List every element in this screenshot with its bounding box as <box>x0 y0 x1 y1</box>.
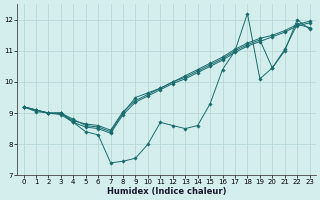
X-axis label: Humidex (Indice chaleur): Humidex (Indice chaleur) <box>107 187 226 196</box>
